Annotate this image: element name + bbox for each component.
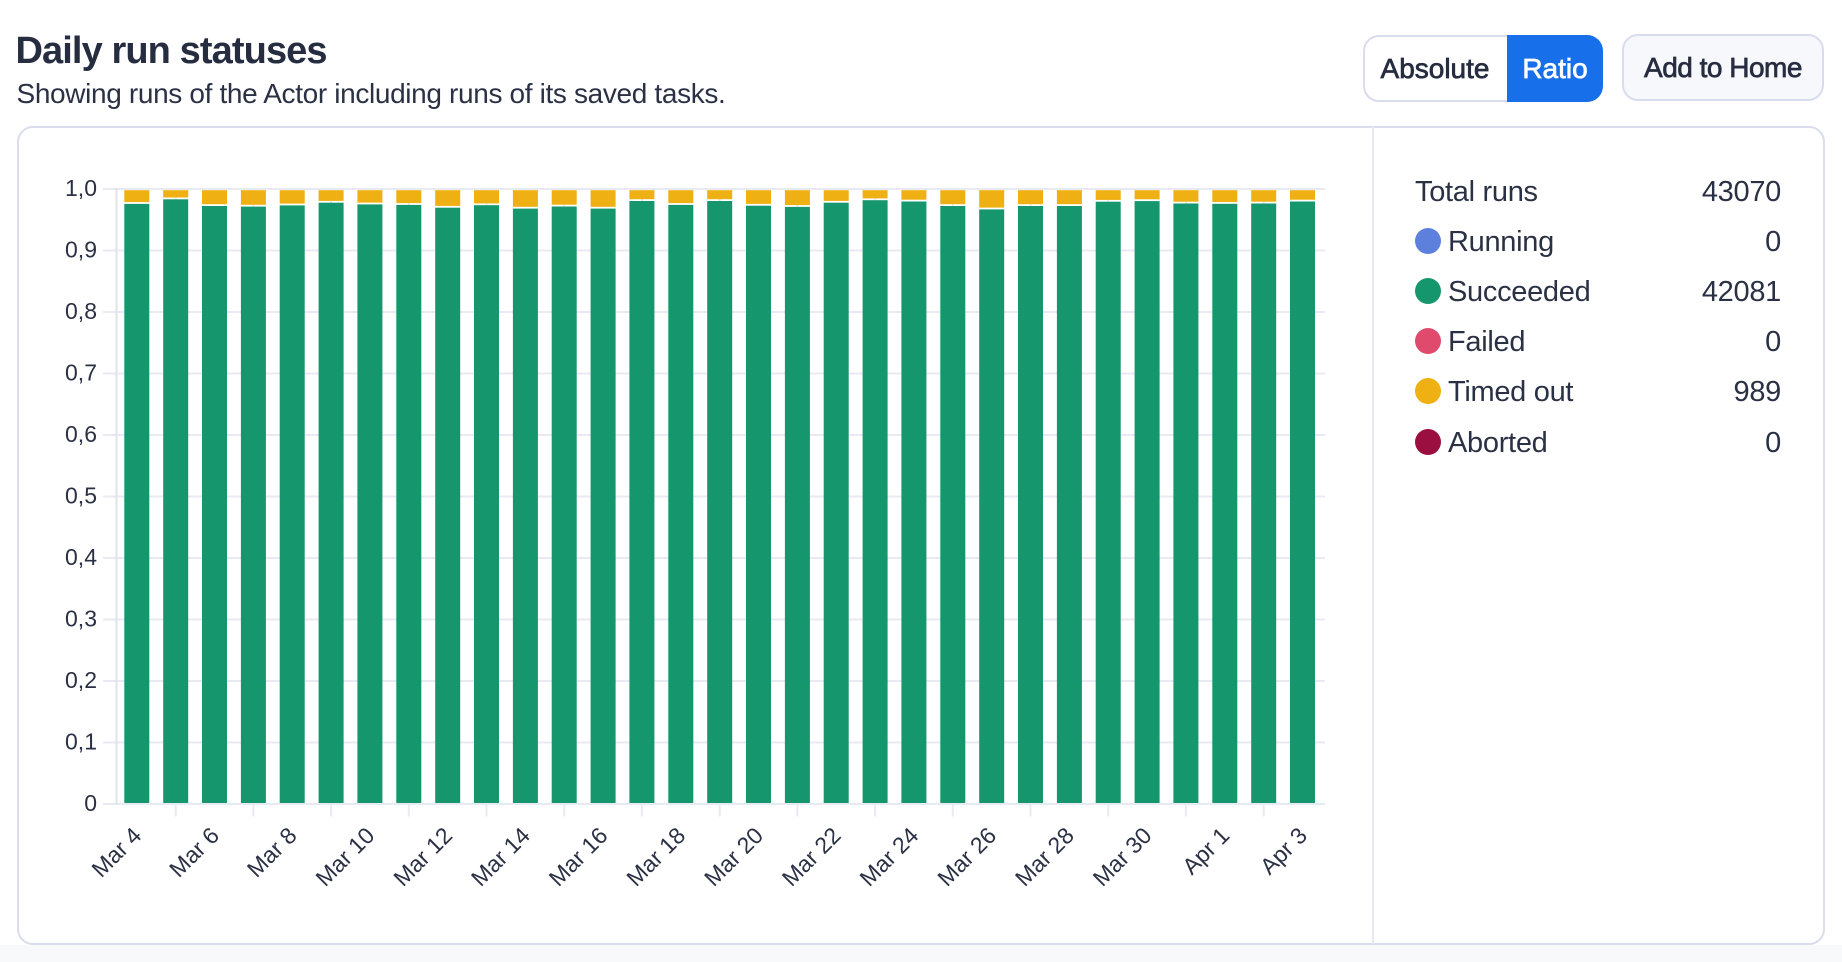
- svg-text:0,6: 0,6: [65, 421, 97, 447]
- svg-text:Mar 28: Mar 28: [1010, 822, 1079, 891]
- svg-text:Apr 3: Apr 3: [1255, 822, 1312, 879]
- svg-text:0,9: 0,9: [65, 237, 97, 263]
- svg-text:Mar 20: Mar 20: [699, 822, 768, 891]
- svg-text:1,0: 1,0: [65, 175, 97, 201]
- svg-text:Mar 22: Mar 22: [777, 822, 846, 891]
- svg-text:Mar 30: Mar 30: [1088, 822, 1157, 891]
- svg-text:0,1: 0,1: [65, 729, 97, 755]
- svg-text:0,4: 0,4: [65, 544, 97, 570]
- svg-text:Mar 14: Mar 14: [466, 822, 535, 891]
- svg-text:Apr 1: Apr 1: [1177, 822, 1234, 879]
- svg-text:0,2: 0,2: [65, 667, 97, 693]
- svg-text:Mar 6: Mar 6: [164, 822, 224, 882]
- svg-text:Mar 12: Mar 12: [388, 822, 457, 891]
- svg-text:0,8: 0,8: [65, 298, 97, 324]
- svg-text:Mar 10: Mar 10: [310, 822, 379, 891]
- svg-text:Mar 18: Mar 18: [621, 822, 690, 891]
- svg-text:Mar 8: Mar 8: [242, 822, 302, 882]
- svg-text:Mar 24: Mar 24: [854, 822, 923, 891]
- svg-text:0,7: 0,7: [65, 360, 97, 386]
- svg-text:0,5: 0,5: [65, 483, 97, 509]
- svg-text:Mar 16: Mar 16: [544, 822, 613, 891]
- svg-text:0,3: 0,3: [65, 606, 97, 632]
- svg-text:Mar 26: Mar 26: [932, 822, 1001, 891]
- svg-text:Mar 4: Mar 4: [86, 822, 146, 882]
- svg-text:0: 0: [84, 790, 97, 816]
